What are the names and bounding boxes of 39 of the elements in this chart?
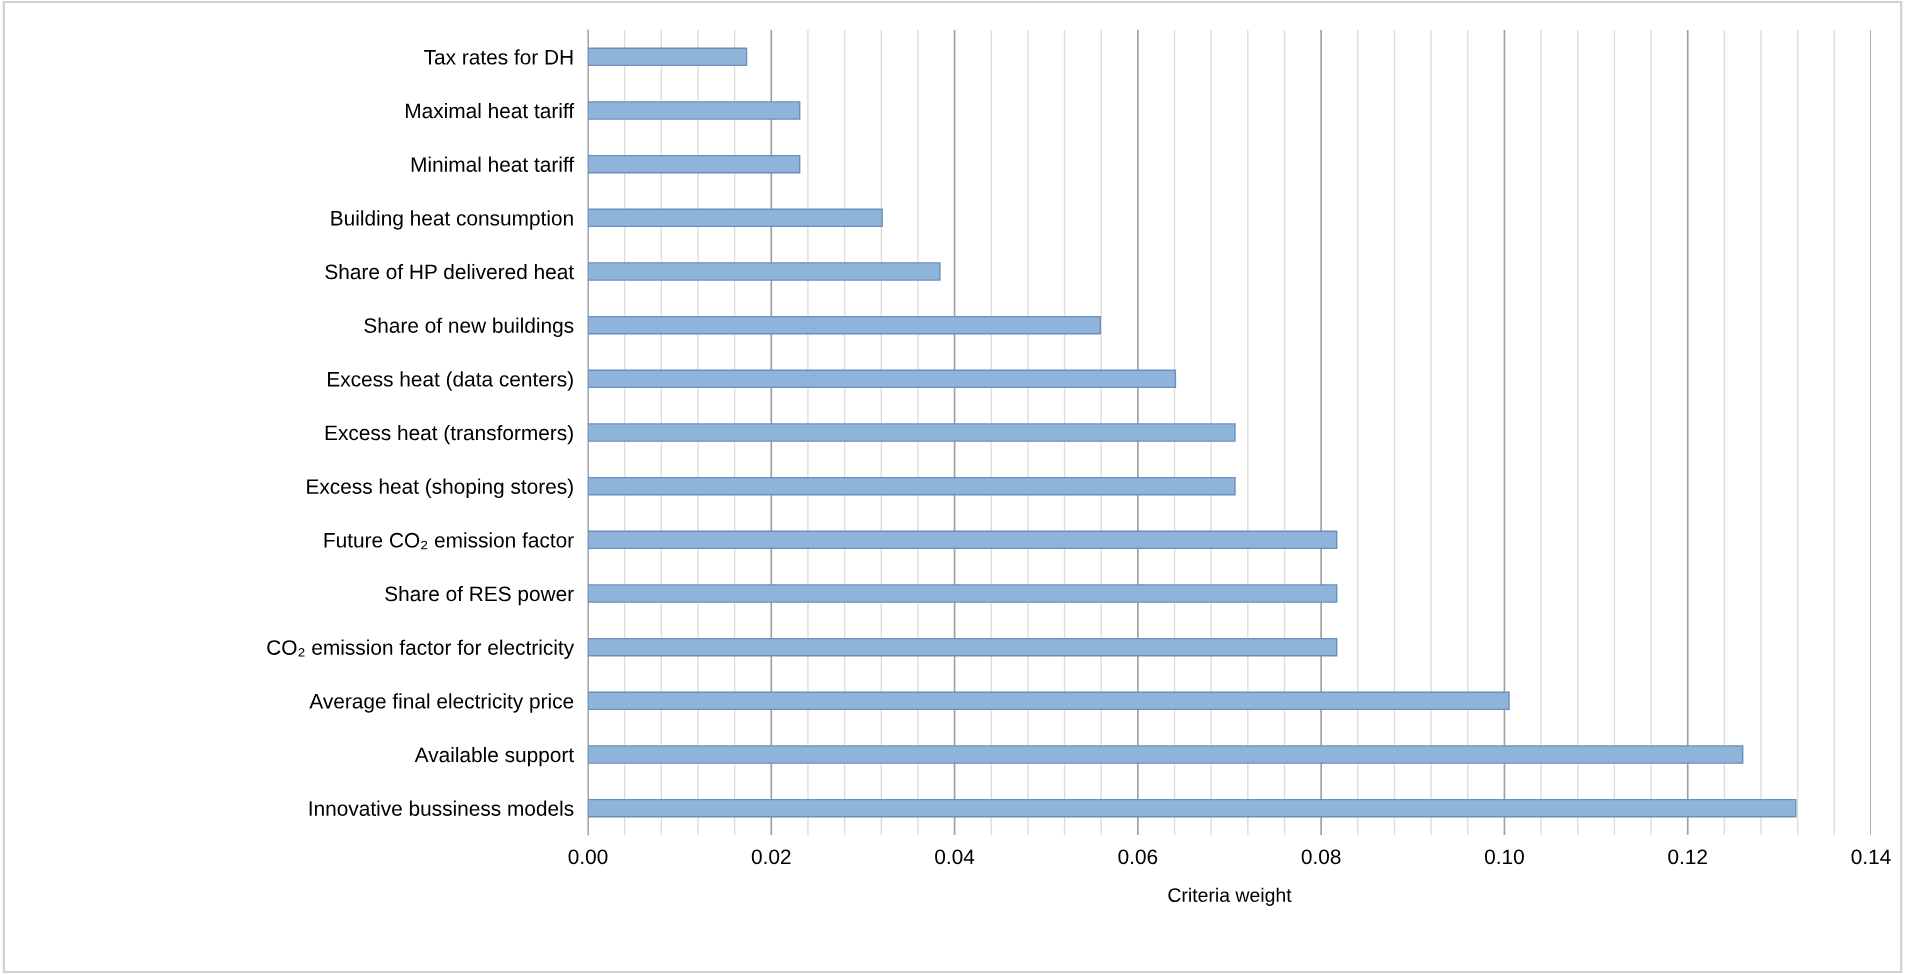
y-tick-label: Maximal heat tariff: [406, 102, 575, 119]
y-tick-label: Excess heat (transformers): [325, 424, 573, 445]
x-tick-label: 0.12: [1668, 849, 1707, 865]
y-tick-label: CO₂ emission factor for electricity: [267, 639, 575, 660]
x-tick-label: 0.06: [1118, 849, 1158, 865]
bar: [588, 584, 1338, 603]
bar: [588, 369, 1177, 389]
bar: [588, 423, 1236, 442]
x-tick-label: 0.08: [1301, 849, 1341, 865]
y-tick-label: Available support: [414, 746, 574, 767]
bar: [588, 208, 883, 228]
y-tick-label: Future CO₂ emission factor: [324, 532, 574, 550]
bar: [588, 745, 1744, 764]
bar: [588, 315, 1101, 335]
bar: [588, 637, 1338, 657]
x-tick-label: 0.04: [935, 849, 975, 865]
x-tick-label: 0.00: [568, 849, 608, 865]
x-tick-label: 0.10: [1484, 849, 1524, 865]
bar: [588, 262, 941, 281]
y-tick-label: Innovative bussiness models: [309, 800, 574, 816]
x-tick-label: 0.14: [1851, 849, 1891, 865]
y-tick-label: Building heat consumption: [331, 210, 573, 230]
x-tick-label: 0.02: [751, 849, 791, 865]
y-tick-label: Minimal heat tariff: [411, 156, 575, 172]
y-tick-label: Average final electricity price: [309, 693, 574, 713]
y-tick-label: Share of HP delivered heat: [325, 263, 574, 280]
y-tick-label: Tax rates for DH: [424, 49, 573, 65]
bar: [588, 47, 748, 67]
bar: [588, 101, 801, 120]
x-axis-title: Criteria weight: [1168, 887, 1292, 906]
bar: [588, 154, 801, 174]
bar: [588, 798, 1797, 818]
bar: [588, 476, 1236, 496]
y-tick-label: Excess heat (data centers): [328, 371, 573, 391]
y-tick-label: Share of RES power: [385, 585, 574, 606]
y-tick-label: Excess heat (shoping stores): [307, 478, 573, 499]
bar: [588, 691, 1510, 711]
y-tick-label: Share of new buildings: [364, 317, 574, 338]
bar: [588, 530, 1338, 550]
